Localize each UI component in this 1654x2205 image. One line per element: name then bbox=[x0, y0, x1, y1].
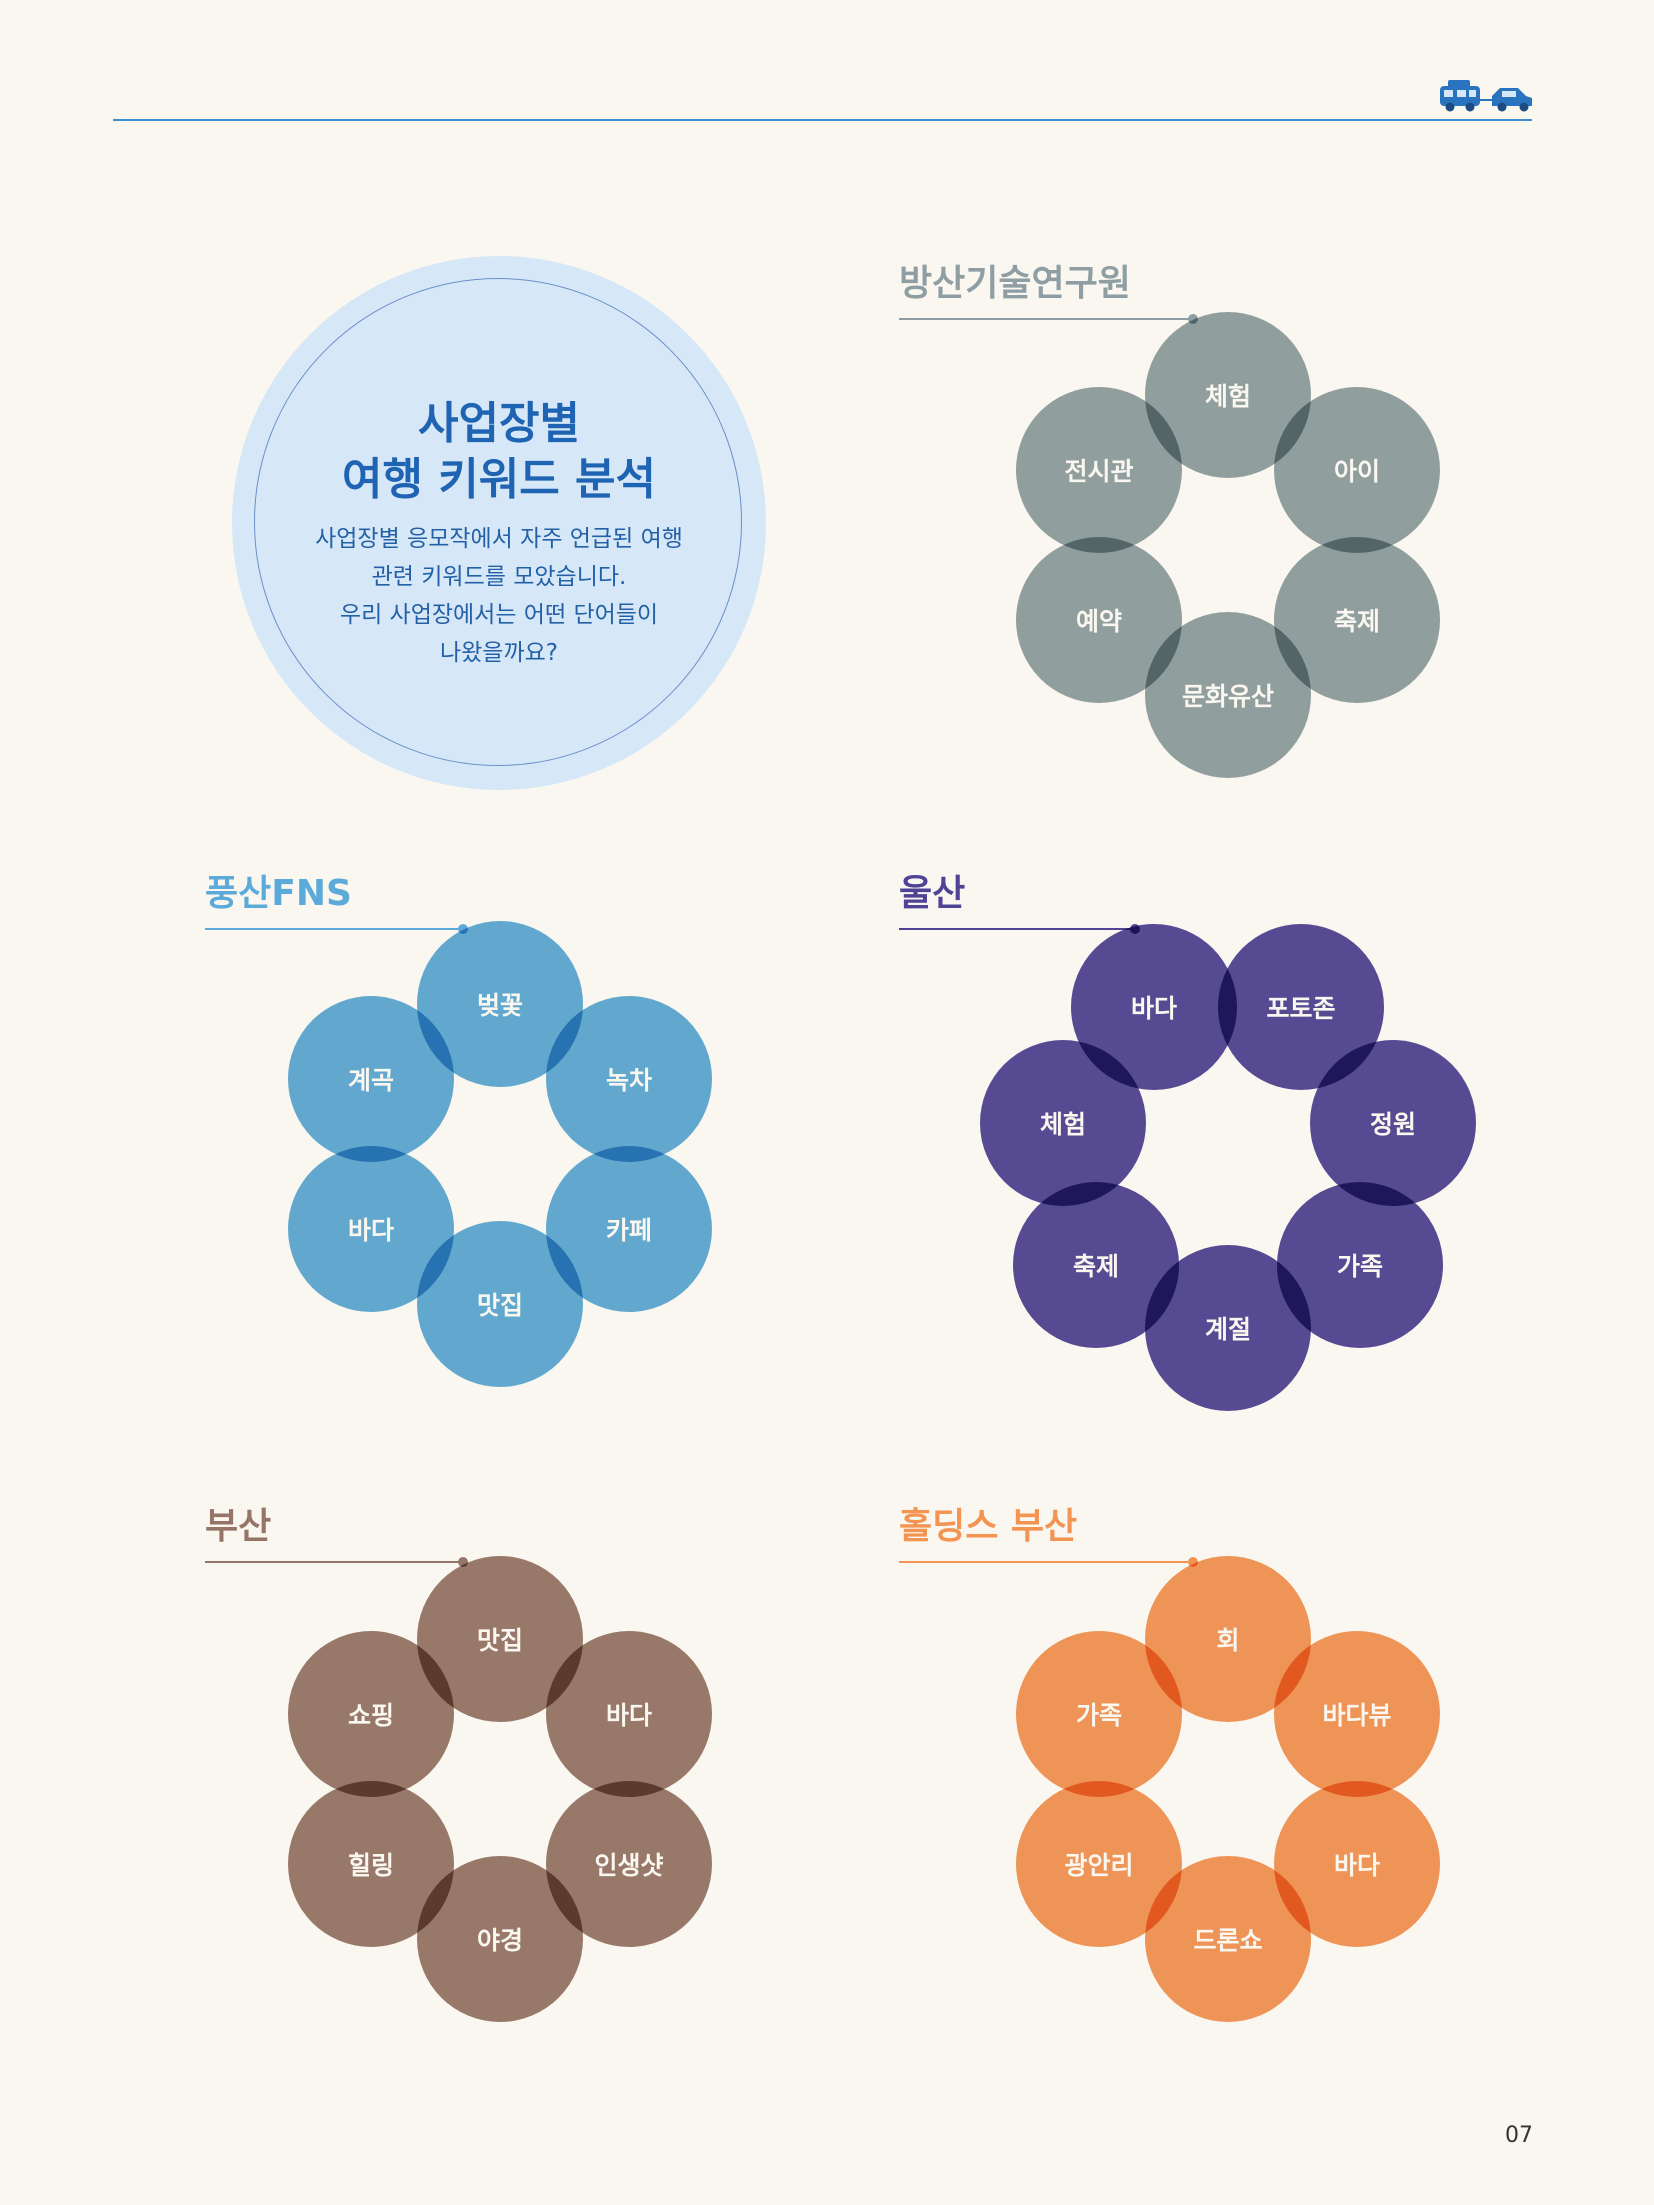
keyword-label: 회 bbox=[1216, 1626, 1240, 1655]
keyword-label: 가족 bbox=[1075, 1701, 1122, 1730]
keyword-bubble: 전시관 bbox=[1016, 387, 1182, 553]
keyword-label: 힐링 bbox=[347, 1851, 394, 1880]
header-rule bbox=[113, 119, 1532, 121]
intro-circle: 사업장별 여행 키워드 분석 사업장별 응모작에서 자주 언급된 여행 관련 키… bbox=[232, 256, 766, 790]
section-underline-bangsan bbox=[899, 318, 1193, 320]
keyword-label: 바다 bbox=[1130, 994, 1177, 1023]
section-underline-poongsan-fns bbox=[205, 928, 463, 930]
keyword-bubble: 바다 bbox=[546, 1631, 712, 1797]
intro-title-line2: 여행 키워드 분석 bbox=[342, 454, 656, 505]
keyword-bubble: 문화유산 bbox=[1145, 612, 1311, 778]
keyword-bubble: 체험 bbox=[980, 1040, 1146, 1206]
keyword-label: 녹차 bbox=[605, 1066, 652, 1095]
keyword-label: 쇼핑 bbox=[347, 1701, 394, 1730]
keyword-bubble: 쇼핑 bbox=[288, 1631, 454, 1797]
keyword-label: 맛집 bbox=[476, 1291, 523, 1320]
section-underline-ulsan bbox=[899, 928, 1135, 930]
page-number: 07 bbox=[1505, 2123, 1533, 2148]
intro-body-line1: 사업장별 응모작에서 자주 언급된 여행 bbox=[315, 526, 683, 552]
keyword-label: 문화유산 bbox=[1181, 682, 1274, 711]
keyword-label: 체험 bbox=[1039, 1110, 1086, 1139]
section-underline-holdings-busan bbox=[899, 1561, 1193, 1563]
keyword-label: 광안리 bbox=[1064, 1851, 1134, 1880]
keyword-bubble: 계곡 bbox=[288, 996, 454, 1162]
section-title-poongsan-fns: 풍산FNS bbox=[205, 873, 352, 914]
keyword-bubble: 바다 bbox=[288, 1146, 454, 1312]
section-title-holdings-busan: 홀딩스 부산 bbox=[899, 1506, 1078, 1547]
keyword-label: 전시관 bbox=[1064, 457, 1134, 486]
camper-van-and-car-icon bbox=[1440, 80, 1532, 112]
keyword-label: 드론쇼 bbox=[1193, 1926, 1263, 1955]
intro-body-line2: 관련 키워드를 모았습니다. bbox=[371, 564, 627, 590]
keyword-label: 정원 bbox=[1369, 1110, 1416, 1139]
keyword-label: 야경 bbox=[476, 1926, 523, 1955]
keyword-bubble: 힐링 bbox=[288, 1781, 454, 1947]
keyword-label: 맛집 bbox=[476, 1626, 523, 1655]
keyword-bubble: 예약 bbox=[1016, 537, 1182, 703]
intro-title-line1: 사업장별 bbox=[418, 398, 580, 449]
keyword-label: 가족 bbox=[1336, 1252, 1383, 1281]
section-title-busan: 부산 bbox=[205, 1506, 272, 1547]
keyword-label: 축제 bbox=[1333, 607, 1380, 636]
keyword-bubble: 축제 bbox=[1013, 1182, 1179, 1348]
keyword-label: 카페 bbox=[605, 1216, 652, 1245]
intro-body-line4: 나왔을까요? bbox=[439, 640, 558, 666]
section-dot-busan bbox=[458, 1557, 468, 1567]
keyword-label: 계곡 bbox=[347, 1066, 394, 1095]
keyword-label: 축제 bbox=[1072, 1252, 1119, 1281]
section-title-ulsan: 울산 bbox=[899, 873, 966, 914]
keyword-bubble: 정원 bbox=[1310, 1040, 1476, 1206]
intro-ring bbox=[254, 278, 742, 766]
section-underline-busan bbox=[205, 1561, 463, 1563]
keyword-bubble: 아이 bbox=[1274, 387, 1440, 553]
keyword-label: 포토존 bbox=[1266, 994, 1336, 1023]
keyword-bubble: 녹차 bbox=[546, 996, 712, 1162]
section-title-bangsan: 방산기술연구원 bbox=[899, 263, 1131, 304]
keyword-label: 아이 bbox=[1333, 457, 1380, 486]
keyword-bubble: 가족 bbox=[1016, 1631, 1182, 1797]
keyword-label: 인생샷 bbox=[594, 1851, 664, 1880]
keyword-bubble: 광안리 bbox=[1016, 1781, 1182, 1947]
keyword-label: 체험 bbox=[1204, 382, 1251, 411]
keyword-label: 예약 bbox=[1075, 607, 1122, 636]
keyword-label: 바다뷰 bbox=[1322, 1701, 1392, 1730]
keyword-bubble: 바다뷰 bbox=[1274, 1631, 1440, 1797]
keyword-label: 벚꽃 bbox=[476, 991, 523, 1020]
keyword-label: 바다 bbox=[605, 1701, 652, 1730]
section-dot-holdings-busan bbox=[1188, 1557, 1198, 1567]
keyword-label: 바다 bbox=[1333, 1851, 1380, 1880]
intro-body-line3: 우리 사업장에서는 어떤 단어들이 bbox=[339, 602, 659, 628]
keyword-bubble: 계절 bbox=[1145, 1245, 1311, 1411]
keyword-label: 바다 bbox=[347, 1216, 394, 1245]
keyword-label: 계절 bbox=[1204, 1315, 1251, 1344]
